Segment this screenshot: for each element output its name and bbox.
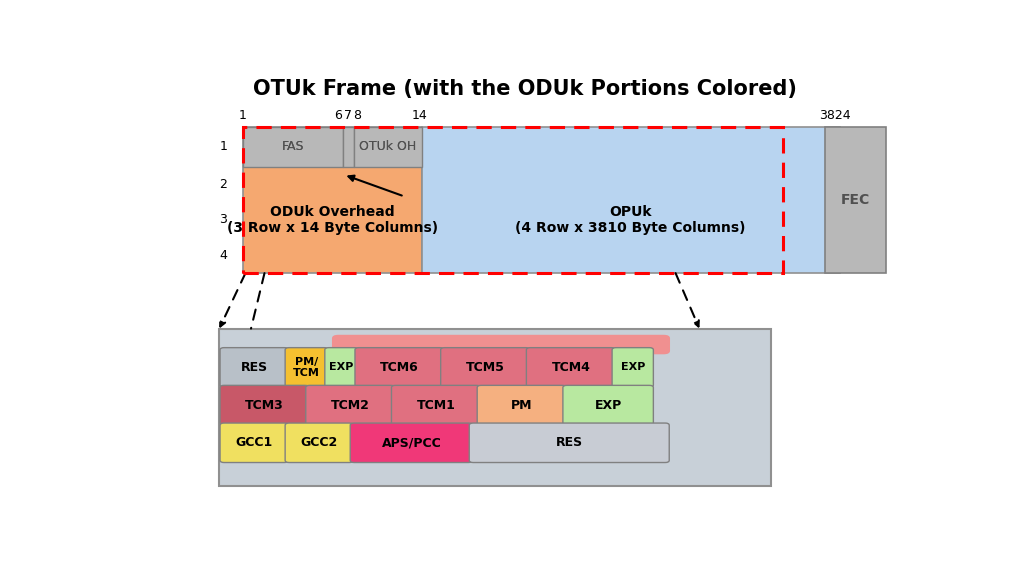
- Text: 4: 4: [219, 249, 227, 262]
- Text: TCM3: TCM3: [245, 399, 284, 412]
- Text: TCM1: TCM1: [417, 399, 456, 412]
- FancyBboxPatch shape: [220, 385, 309, 425]
- FancyBboxPatch shape: [325, 348, 358, 387]
- Text: PM/
TCM: PM/ TCM: [293, 357, 319, 378]
- FancyBboxPatch shape: [563, 385, 653, 425]
- Bar: [824, 127, 886, 273]
- Text: EXP: EXP: [621, 362, 645, 373]
- Text: GCC1: GCC1: [236, 436, 272, 449]
- Bar: [243, 127, 422, 273]
- Text: FEC: FEC: [841, 193, 870, 207]
- FancyBboxPatch shape: [612, 348, 653, 387]
- Text: 1: 1: [240, 109, 247, 122]
- Text: TCM5: TCM5: [466, 361, 505, 374]
- FancyBboxPatch shape: [220, 348, 289, 387]
- FancyBboxPatch shape: [220, 423, 289, 463]
- Text: OPUk
(4 Row x 3810 Byte Columns): OPUk (4 Row x 3810 Byte Columns): [515, 205, 745, 235]
- FancyBboxPatch shape: [391, 385, 480, 425]
- Text: OTUk OH: OTUk OH: [359, 140, 417, 153]
- Text: 1: 1: [219, 140, 227, 153]
- Text: 14: 14: [412, 109, 428, 122]
- Text: EXP: EXP: [330, 362, 353, 373]
- Text: 7: 7: [344, 109, 352, 122]
- Text: TCM2: TCM2: [331, 399, 370, 412]
- Text: EXP: EXP: [595, 399, 622, 412]
- FancyBboxPatch shape: [440, 348, 529, 387]
- Text: FAS: FAS: [282, 140, 304, 153]
- Text: OTUk Frame (with the ODUk Portions Colored): OTUk Frame (with the ODUk Portions Color…: [253, 79, 797, 99]
- Bar: [243, 127, 343, 166]
- FancyBboxPatch shape: [332, 335, 670, 354]
- Text: FAS: FAS: [282, 140, 304, 153]
- Text: RES: RES: [556, 436, 583, 449]
- Bar: [354, 127, 422, 166]
- Text: RES: RES: [241, 361, 267, 374]
- Text: OTUk OH: OTUk OH: [359, 140, 417, 153]
- FancyBboxPatch shape: [306, 385, 394, 425]
- FancyBboxPatch shape: [285, 348, 328, 387]
- Text: TCM6: TCM6: [380, 361, 419, 374]
- FancyBboxPatch shape: [355, 348, 443, 387]
- Text: 8: 8: [353, 109, 361, 122]
- Text: PM: PM: [511, 399, 532, 412]
- Bar: [343, 127, 354, 166]
- Bar: [422, 127, 840, 273]
- Text: 3: 3: [219, 214, 227, 226]
- Text: APS/PCC: APS/PCC: [382, 436, 441, 449]
- Text: GCC2: GCC2: [301, 436, 338, 449]
- Text: ODUk Overhead
(3 Row x 14 Byte Columns): ODUk Overhead (3 Row x 14 Byte Columns): [227, 205, 438, 235]
- Text: 6: 6: [334, 109, 342, 122]
- FancyBboxPatch shape: [526, 348, 615, 387]
- FancyBboxPatch shape: [285, 423, 353, 463]
- FancyBboxPatch shape: [469, 423, 670, 463]
- FancyBboxPatch shape: [350, 423, 472, 463]
- Bar: [343, 127, 354, 166]
- Bar: [243, 127, 783, 273]
- Text: 3824: 3824: [818, 109, 850, 122]
- Bar: [243, 127, 343, 166]
- FancyBboxPatch shape: [477, 385, 566, 425]
- Bar: [354, 127, 422, 166]
- Bar: [219, 328, 771, 486]
- Text: 2: 2: [219, 178, 227, 191]
- Text: TCM4: TCM4: [551, 361, 590, 374]
